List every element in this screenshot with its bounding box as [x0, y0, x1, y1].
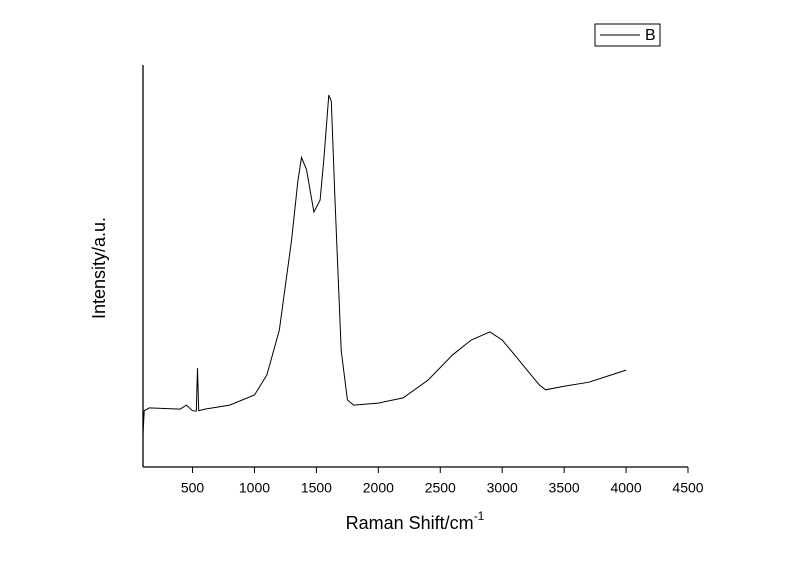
legend-label: B — [645, 27, 656, 44]
x-axis-label-sup: -1 — [474, 509, 485, 523]
x-axis-label: Raman Shift/cm-1 — [346, 509, 485, 533]
x-tick-label: 1500 — [301, 480, 332, 496]
x-tick-label: 500 — [181, 480, 205, 496]
data-line — [142, 94, 627, 435]
x-tick-label: 2000 — [363, 480, 394, 496]
x-tick-label: 4000 — [610, 480, 641, 496]
x-tick-label: 2500 — [425, 480, 456, 496]
x-tick-label: 3000 — [487, 480, 518, 496]
x-tick-label: 4500 — [672, 480, 703, 496]
x-axis-label-text: Raman Shift/cm — [346, 513, 474, 533]
x-tick-label: 3500 — [549, 480, 580, 496]
y-axis-label: Intensity/a.u. — [89, 217, 109, 319]
x-tick-label: 1000 — [239, 480, 270, 496]
